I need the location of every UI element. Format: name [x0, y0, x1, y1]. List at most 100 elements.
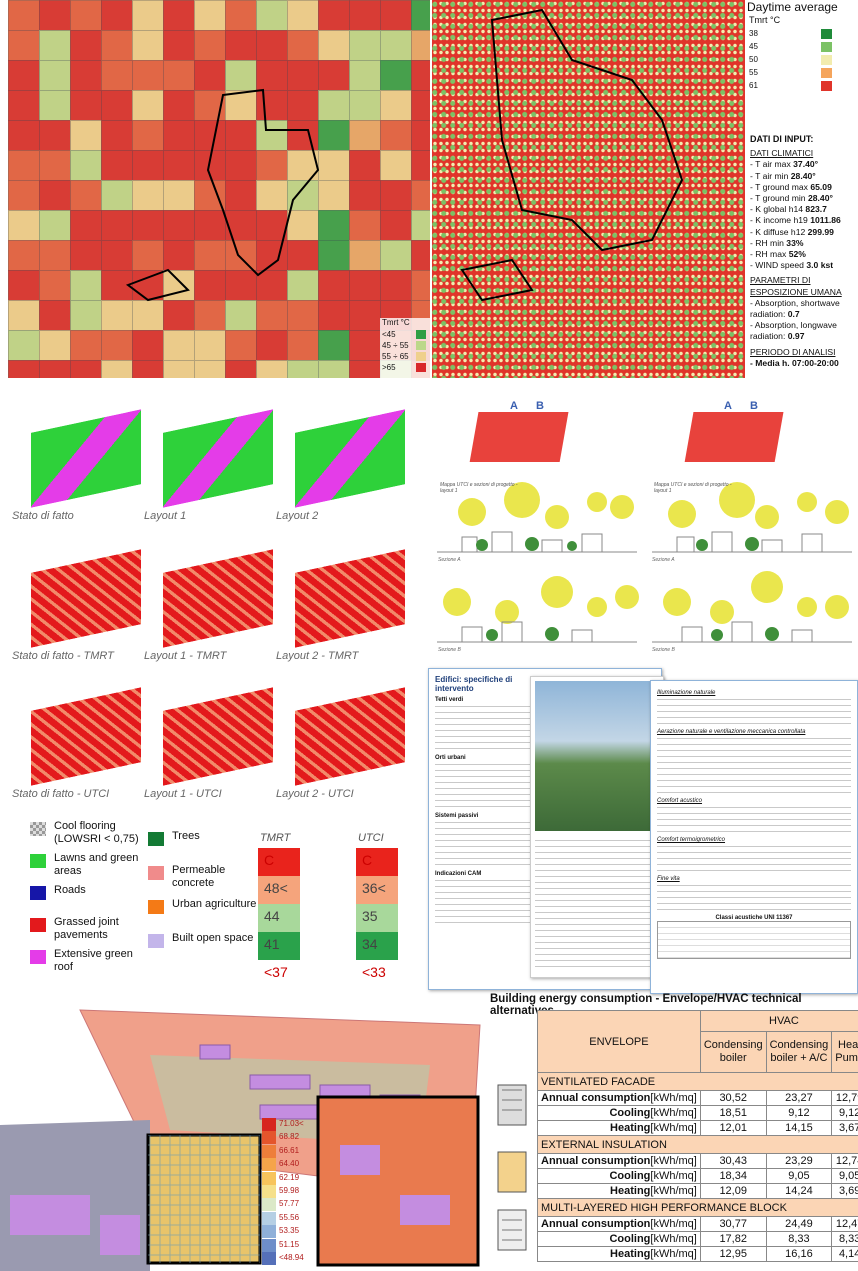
doc-item: Tetti verdi: [435, 697, 464, 703]
row-label: Heating[kWh/mq]: [537, 1183, 701, 1199]
grid-cell: [132, 330, 164, 361]
scale-label: 51.15: [279, 1239, 300, 1249]
scale-label: 44: [264, 908, 280, 924]
legend-swatch: [148, 934, 164, 948]
climate-row: - K income h19 1011.86: [750, 215, 858, 226]
scale-box: [258, 876, 300, 904]
data-row: Heating[kWh/mq] 12,95 16,16 4,14: [537, 1246, 858, 1262]
grid-cell: [39, 90, 71, 121]
climate-row: - WIND speed 3.0 kst: [750, 260, 858, 271]
column-header: Condensing boiler: [699, 1031, 767, 1073]
envelope-icons: [497, 1084, 527, 1251]
group-name: MULTI-LAYERED HIGH PERFORMANCE BLOCK: [536, 1198, 858, 1217]
cell-value: 18,34: [699, 1168, 767, 1184]
scale-box: [356, 932, 398, 960]
exposure-label: - Absorption, shortwave radiation:: [750, 297, 840, 320]
cell-value: 8,33: [765, 1231, 833, 1247]
scale-label: <48.94: [279, 1253, 304, 1262]
scale-label: <33: [362, 964, 386, 980]
legend-label: Permeable concrete: [172, 864, 226, 889]
row-label: Cooling[kWh/mq]: [537, 1105, 701, 1121]
legend-swatch: [30, 822, 46, 836]
group-name: VENTILATED FACADE: [536, 1072, 858, 1091]
map-outline: [460, 8, 684, 302]
exposure-label: - Absorption, longwave radiation:: [750, 320, 837, 342]
cell-value: 23,29: [765, 1153, 833, 1169]
legend-swatch: [821, 42, 832, 52]
cell-value: 9,12: [765, 1105, 833, 1121]
row-name: Annual consumption: [541, 1092, 651, 1104]
legend-label: <45: [382, 330, 396, 339]
data-row: Annual consumption[kWh/mq] 30,43 23,29 12,7…: [537, 1153, 858, 1169]
scale-label: 64.40: [279, 1159, 300, 1169]
legend-swatch: [30, 886, 46, 900]
climate-label: - T ground min: [750, 193, 806, 204]
grid-cell: [287, 60, 319, 91]
scale-box: [262, 1238, 276, 1252]
section-marker: B: [536, 400, 544, 412]
cell-value: 12,47: [831, 1216, 858, 1232]
grid-cell: [380, 120, 412, 151]
scale-label: 59.98: [279, 1186, 300, 1195]
daytime-legend: Daytime average Tmrt °C 38 45 50 55 61: [745, 0, 858, 92]
climate-value: 65.09: [810, 181, 832, 192]
climate-value: 37.40°: [793, 159, 819, 170]
section-label: Sezione B: [438, 647, 461, 653]
data-row: Cooling[kWh/mq] 18,34 9,05 9,05: [537, 1168, 858, 1184]
legend-swatch: [416, 352, 426, 361]
scale-title: UTCI: [358, 832, 384, 844]
legend-label: Cool flooring (LOWSRI < 0,75): [54, 820, 139, 845]
climate-row: - K diffuse h12 299.99: [750, 227, 858, 238]
scale-box: [262, 1211, 276, 1225]
scale-label: 57.77: [279, 1199, 300, 1209]
climate-value: 52%: [788, 249, 806, 260]
grid-cell: [256, 60, 288, 91]
grid-cell: [70, 60, 102, 91]
grid-cell: [318, 120, 350, 151]
map-outline: [125, 88, 320, 302]
grid-cell: [256, 270, 288, 301]
row-unit: [kWh/mq]: [650, 1218, 697, 1230]
grid-cell: [349, 210, 381, 241]
climate-label: - T air min: [750, 170, 789, 181]
cell-value: 12,09: [699, 1183, 767, 1199]
grid-cell: [101, 30, 133, 61]
grid-cell: [101, 330, 133, 361]
grid-cell: [70, 0, 102, 31]
text-lines: [657, 696, 851, 726]
legend-label: Roads: [54, 884, 86, 896]
scale-label: 53.35: [279, 1226, 300, 1236]
exposure-row: - Absorption, shortwave radiation: 0.7: [750, 298, 858, 320]
row-name: Cooling: [609, 1170, 651, 1182]
scale-label: 62.19: [279, 1172, 300, 1182]
scale-label: 66.61: [279, 1145, 300, 1155]
scale-box: [262, 1171, 276, 1185]
legend-label: Lawns and green areas: [54, 852, 139, 877]
grid-cell: [225, 60, 257, 91]
cell-value: 4,14: [831, 1246, 858, 1262]
grid-cell: [70, 330, 102, 361]
doc-item: Aerazione naturale e ventilazione meccan…: [657, 729, 806, 735]
layout-caption: Layout 1: [144, 510, 187, 522]
cell-value: 18,51: [699, 1105, 767, 1121]
grid-cell: [8, 180, 40, 211]
legend-label: 38: [749, 29, 758, 38]
section-label: Sezione A: [438, 557, 461, 563]
row-label: Heating[kWh/mq]: [537, 1120, 701, 1136]
scale-label: 71.03<: [279, 1119, 304, 1128]
climate-row: - T ground min 28.40°: [750, 193, 858, 204]
data-row: Heating[kWh/mq] 12,01 14,15 3,67: [537, 1120, 858, 1136]
scale-box: [258, 904, 300, 932]
layout-image: [162, 548, 274, 649]
grid-cell: [349, 90, 381, 121]
doc-item: Comfort termoigrometrico: [657, 837, 726, 843]
energy-table: ENVELOPE HVAC Condensing boiler Condensing …: [536, 1010, 858, 1262]
input-data: DATI DI INPUT: DATI CLIMATICI - T air max …: [750, 134, 858, 369]
climate-value: 28.40°: [790, 170, 816, 181]
layout-caption: Layout 2 - TMRT: [276, 650, 359, 662]
document-page: [530, 676, 664, 978]
legend-label: Extensive green roof: [54, 948, 133, 973]
layout-image: [162, 686, 274, 787]
row-name: Annual consumption: [541, 1155, 651, 1167]
